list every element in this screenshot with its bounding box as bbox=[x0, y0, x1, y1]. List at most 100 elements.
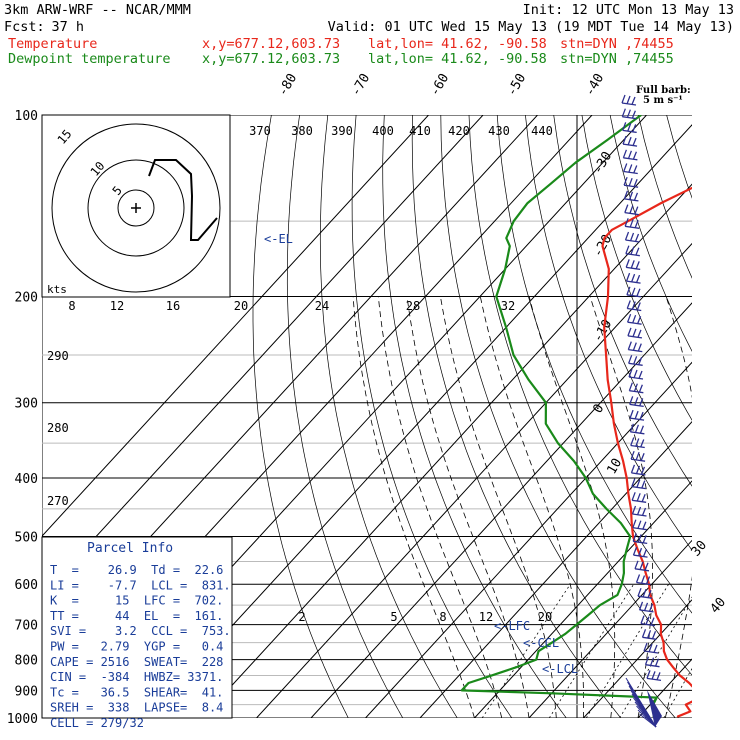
wind-barb-flag bbox=[634, 410, 639, 420]
temperature-line-point bbox=[672, 667, 674, 669]
temperature-line-point bbox=[627, 493, 630, 495]
wind-barb-shaft bbox=[632, 527, 647, 531]
wind-barb-shaft bbox=[627, 307, 642, 312]
wind-barb-shaft bbox=[646, 677, 662, 682]
wind-barb bbox=[628, 355, 643, 366]
temperature-line-point bbox=[679, 674, 681, 677]
wind-barb-flag bbox=[626, 109, 631, 118]
wind-barb-shaft bbox=[625, 253, 640, 257]
wind-barb-flag bbox=[632, 124, 637, 133]
dry-adiabat bbox=[468, 115, 692, 676]
isotherm-label--60: -60 bbox=[427, 71, 452, 99]
dry-adiabat bbox=[695, 115, 740, 718]
wind-barb-flag bbox=[623, 163, 628, 172]
wind-barb bbox=[629, 423, 645, 435]
wind-barb-flag bbox=[630, 437, 635, 446]
wind-barb-shaft bbox=[629, 417, 645, 421]
wind-barb-flag bbox=[630, 464, 636, 474]
isotherm-label--50: -50 bbox=[504, 71, 529, 99]
pressure-label-900: 900 bbox=[15, 684, 38, 699]
isotherm bbox=[637, 658, 692, 718]
dry-adiabat bbox=[319, 115, 458, 718]
dewpoint-line-point bbox=[616, 594, 619, 596]
isotherm bbox=[310, 302, 692, 718]
dewpoint-line-point bbox=[513, 220, 515, 222]
wind-barb-flag bbox=[643, 642, 648, 652]
wind-barb-flag bbox=[632, 137, 637, 146]
marker-ccl: <-CCL bbox=[523, 636, 559, 650]
wind-barb-flag bbox=[637, 343, 642, 352]
wind-barb-flag bbox=[625, 272, 631, 282]
dewpoint-line-point bbox=[545, 402, 547, 404]
mixing-ratio-label-8: 8 bbox=[68, 299, 75, 313]
parcel-info-box: Parcel Info T = 26.9 Td = 22.6LI = -7.7 L… bbox=[41, 536, 233, 730]
isotherm bbox=[42, 115, 484, 597]
dewpoint-line-point bbox=[573, 460, 575, 462]
isotherm-label--70: -70 bbox=[348, 71, 373, 99]
wind-barb-flag bbox=[626, 300, 631, 309]
wind-barb-shaft bbox=[623, 170, 638, 175]
wind-barb-flag bbox=[644, 562, 649, 571]
wind-barb-flag bbox=[635, 274, 641, 283]
parcel-row: LI = -7.7 LCL = 831. bbox=[50, 578, 231, 592]
wind-barb-flag bbox=[642, 548, 648, 557]
parcel-row: Tc = 36.5 SHEAR= 41. bbox=[50, 685, 223, 699]
wind-barb-flag bbox=[627, 327, 632, 337]
wind-barb-flag bbox=[630, 260, 635, 269]
theta-side-label-270: 270 bbox=[47, 494, 69, 508]
mixing-ratio-label-12: 12 bbox=[110, 299, 124, 313]
wind-barb-shaft bbox=[631, 458, 646, 462]
wind-barb-shaft bbox=[626, 294, 641, 298]
isotherm bbox=[528, 539, 692, 718]
wind-barb bbox=[626, 313, 642, 325]
wind-barb-shaft bbox=[634, 568, 650, 572]
wind-barb bbox=[626, 286, 641, 298]
wind-barb-flag bbox=[644, 656, 650, 665]
wind-barb-shaft bbox=[627, 321, 642, 325]
marker-el: <-EL bbox=[264, 232, 293, 246]
wind-barb-shaft bbox=[621, 102, 637, 106]
dewpoint-line-point bbox=[640, 115, 642, 116]
wind-barb-flag bbox=[635, 574, 641, 583]
dewpoint-line-point bbox=[620, 522, 622, 524]
mixing-ratio-label-24: 24 bbox=[315, 299, 329, 313]
mixing-ratio-label-16: 16 bbox=[166, 299, 180, 313]
wind-barb-flag bbox=[628, 355, 633, 364]
wind-barb bbox=[631, 505, 647, 517]
dry-adiabat bbox=[496, 115, 692, 614]
wind-barb-flag bbox=[635, 438, 640, 447]
temperature-line-point bbox=[645, 572, 647, 574]
wind-barb-shaft bbox=[643, 650, 659, 654]
isotherm-label-40: 40 bbox=[708, 595, 730, 617]
dewpoint-line-point bbox=[629, 535, 631, 538]
pressure-label-600: 600 bbox=[15, 578, 38, 593]
wind-barb-flag bbox=[634, 206, 639, 215]
wind-barb-flag bbox=[630, 450, 635, 460]
wind-barb-flag bbox=[645, 576, 651, 585]
moist-adiabat bbox=[693, 297, 740, 719]
marker-lfc: <-LFC bbox=[494, 619, 530, 633]
wind-barb-flag bbox=[639, 398, 644, 407]
temperature-line-point bbox=[637, 548, 639, 550]
wind-barb bbox=[630, 450, 646, 462]
isotherm-label--40: -40 bbox=[582, 71, 607, 99]
dry-adiabat bbox=[411, 115, 622, 718]
dewpoint-line-point bbox=[585, 477, 587, 479]
wind-barb-shaft bbox=[624, 211, 639, 216]
wind-barb-shaft bbox=[628, 362, 643, 366]
wind-barb-shaft bbox=[626, 266, 641, 271]
wind-barb bbox=[625, 259, 641, 271]
wind-barb-flag bbox=[631, 492, 636, 501]
wind-barb bbox=[627, 341, 643, 353]
wind-barb-shaft bbox=[628, 348, 643, 353]
temperature-line-point bbox=[695, 690, 696, 691]
dewpoint-line-point bbox=[626, 548, 628, 550]
isotherm-label--10: -10 bbox=[590, 317, 615, 345]
wind-barb-shaft bbox=[633, 540, 648, 545]
dewpoint-line-point bbox=[535, 659, 537, 661]
temperature-line-point bbox=[700, 183, 701, 184]
wind-barb-shaft bbox=[624, 198, 639, 202]
dewpoint-line-point bbox=[564, 633, 567, 635]
temperature-line-point bbox=[663, 642, 665, 644]
dewpoint-line-point bbox=[551, 692, 553, 694]
